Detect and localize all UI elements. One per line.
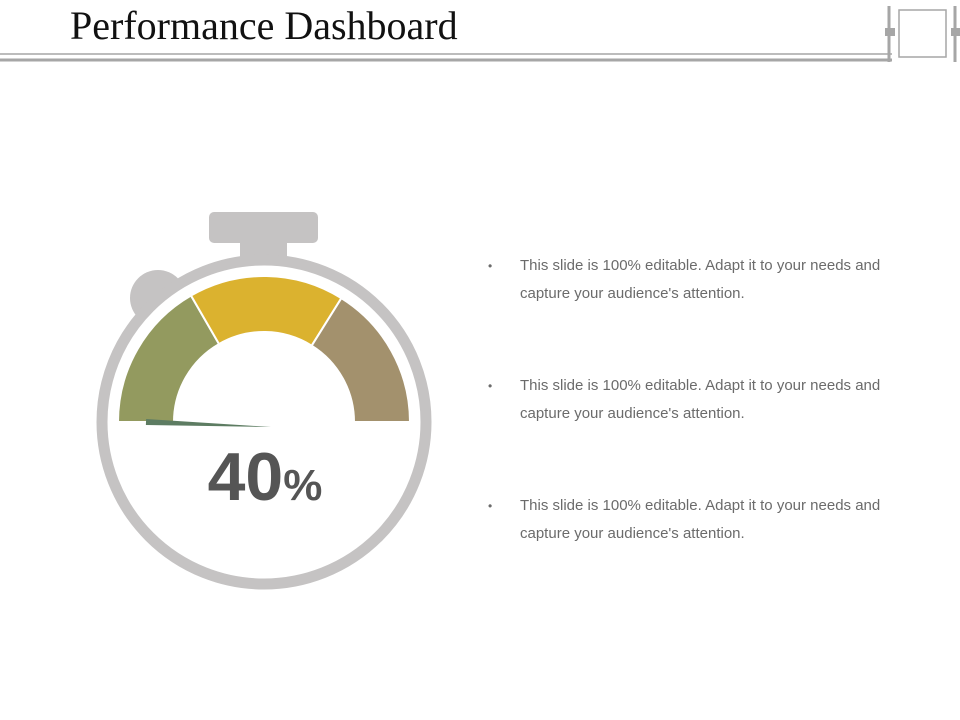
gauge-value-number: 40 [208, 439, 284, 515]
slide-title: Performance Dashboard [70, 3, 458, 48]
bullet-item: • This slide is 100% editable. Adapt it … [488, 372, 908, 428]
gauge-value: 40% [208, 439, 323, 515]
header-tick-left [885, 28, 895, 36]
header-decoration [0, 6, 960, 62]
bullet-marker: • [488, 379, 493, 393]
bullet-list: • This slide is 100% editable. Adapt it … [488, 252, 908, 612]
gauge-segment-high [310, 296, 412, 423]
stopwatch-crown [209, 212, 318, 243]
bullet-marker: • [488, 259, 493, 273]
gauge-needle [145, 419, 271, 427]
bullet-item: • This slide is 100% editable. Adapt it … [488, 252, 908, 308]
bullet-item: • This slide is 100% editable. Adapt it … [488, 492, 908, 548]
gauge-value-unit: % [283, 461, 322, 510]
bullet-text: This slide is 100% editable. Adapt it to… [520, 497, 881, 542]
bullet-marker: • [488, 499, 493, 513]
stopwatch-gauge: 40% [96, 212, 432, 590]
bullet-text: This slide is 100% editable. Adapt it to… [520, 257, 881, 302]
header-tick-right [951, 28, 960, 36]
header-box [898, 9, 947, 58]
bullet-text: This slide is 100% editable. Adapt it to… [520, 377, 881, 422]
